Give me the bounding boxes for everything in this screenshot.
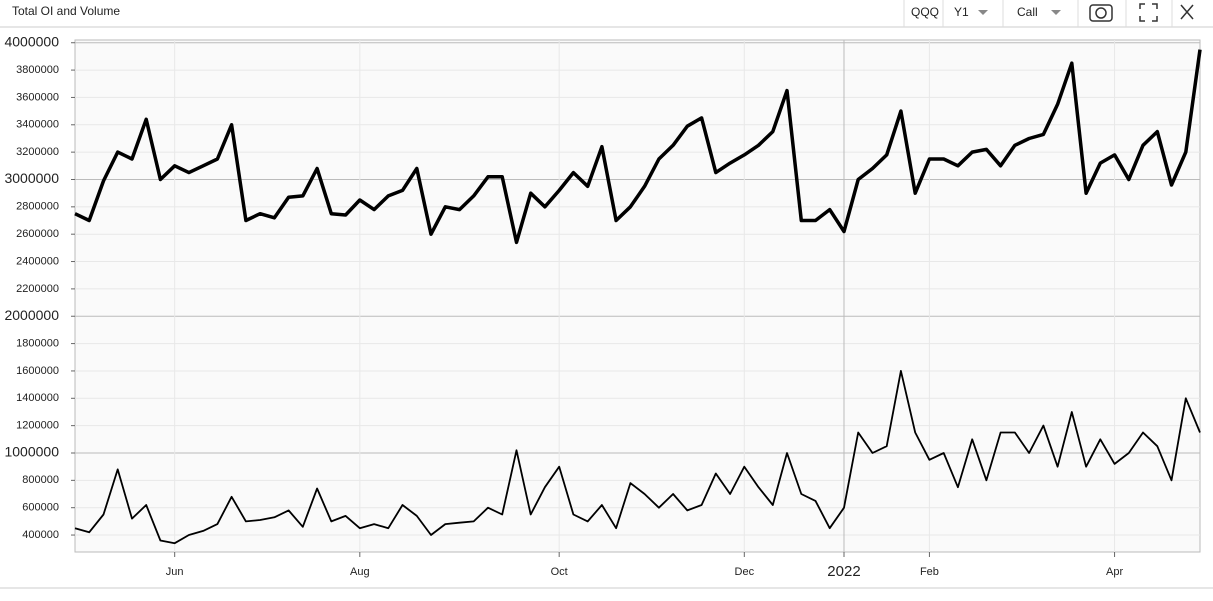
x-tick-label: Aug	[350, 566, 370, 578]
camera-button[interactable]	[1077, 0, 1113, 27]
x-tick-label: Jun	[166, 566, 184, 578]
y-tick-label: 1200000	[16, 420, 59, 432]
y-tick-label: 3600000	[16, 91, 59, 103]
x-tick-label: 2022	[827, 563, 860, 580]
y-tick-label: 2400000	[16, 255, 59, 267]
y-tick-label: 3800000	[16, 64, 59, 76]
y-tick-label: 2200000	[16, 283, 59, 295]
fullscreen-button[interactable]	[1125, 0, 1158, 27]
symbol-label[interactable]: QQQ	[911, 5, 939, 19]
series-line	[74, 49, 1202, 245]
y-tick-label: 600000	[22, 502, 59, 514]
y-tick-label: 2000000	[4, 307, 59, 323]
y-tick-label: 1800000	[16, 337, 59, 349]
y-tick-label: 3400000	[16, 119, 59, 131]
y-tick-label: 800000	[22, 474, 59, 486]
y-tick-label: 400000	[22, 529, 59, 541]
x-tick-label: Feb	[920, 566, 939, 578]
toolbar	[0, 0, 1213, 27]
y-tick-label: 1000000	[4, 444, 59, 460]
y-tick-label: 3000000	[4, 170, 59, 186]
y-tick-label: 1400000	[16, 392, 59, 404]
y-tick-label: 2600000	[16, 228, 59, 240]
chart-title: Total OI and Volume	[12, 4, 120, 18]
close-button[interactable]	[1171, 0, 1194, 27]
y-tick-label: 3200000	[16, 146, 59, 158]
expiry-dropdown[interactable]: Y1	[942, 0, 988, 27]
y-tick-label: 4000000	[4, 33, 59, 49]
type-dropdown[interactable]: Call	[1002, 0, 1061, 27]
x-tick-label: Apr	[1106, 566, 1123, 578]
plot-area	[74, 39, 1201, 553]
y-tick-label: 2800000	[16, 201, 59, 213]
x-tick-label: Oct	[551, 566, 568, 578]
symbol-button[interactable]: QQQ	[903, 0, 939, 27]
x-tick-label: Dec	[735, 566, 755, 578]
type-label[interactable]: Call	[1017, 5, 1038, 19]
y-tick-label: 1600000	[16, 365, 59, 377]
series-line	[74, 370, 1201, 545]
expiry-label[interactable]: Y1	[954, 5, 969, 19]
